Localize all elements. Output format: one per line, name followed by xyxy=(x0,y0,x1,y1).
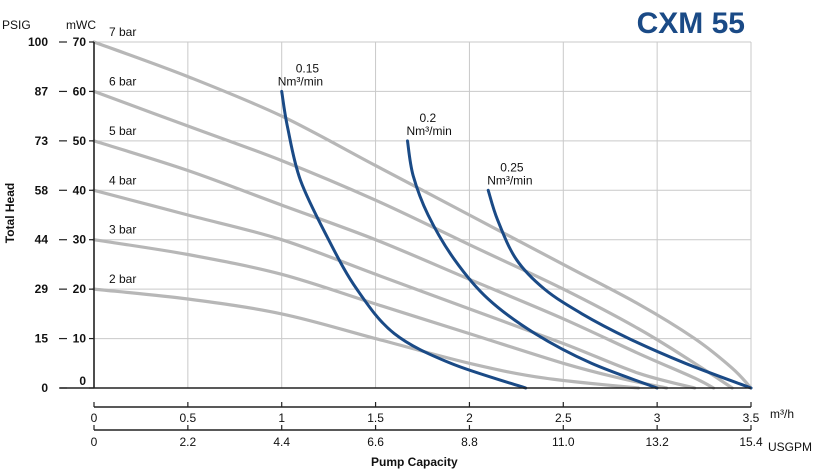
pressure-label: 6 bar xyxy=(109,74,136,88)
air-curve-0.25 xyxy=(486,188,753,390)
grid xyxy=(94,41,752,388)
x-tick-label-usgpm: 8.8 xyxy=(461,435,478,449)
axes xyxy=(59,41,752,431)
x-tick-label-usgpm: 13.2 xyxy=(645,435,669,449)
y-tick-label-psig: 100 xyxy=(28,35,48,49)
x-tick-label-m3h: 0 xyxy=(91,411,98,425)
x-tick-label-m3h: 0.5 xyxy=(180,411,197,425)
x-tick-label-usgpm: 0 xyxy=(91,435,98,449)
y-tick-label-psig: 15 xyxy=(35,332,49,346)
x-tick-label-usgpm: 2.2 xyxy=(180,435,197,449)
y-tick-label-psig: 44 xyxy=(35,233,49,247)
y-tick-label-mwc: 0 xyxy=(79,374,86,388)
air-label-unit: Nm³/min xyxy=(406,124,451,138)
y-axis-label: Total Head xyxy=(3,183,17,243)
y-tick-label-psig: 87 xyxy=(35,84,49,98)
y-tick-label-mwc: 30 xyxy=(73,233,87,247)
psig-unit-label: PSIG xyxy=(2,18,31,32)
x-tick-label-m3h: 3 xyxy=(654,411,661,425)
pressure-curve-7-bar xyxy=(92,40,753,390)
pressure-curve-3-bar xyxy=(92,238,669,390)
usgpm-unit-label: USGPM xyxy=(768,440,812,454)
air-label-value: 0.25 xyxy=(500,160,524,174)
air-curve-0.2 xyxy=(406,139,659,390)
air-consumption-curves xyxy=(280,89,753,390)
x-tick-label-usgpm: 15.4 xyxy=(739,435,763,449)
x-tick-label-usgpm: 4.4 xyxy=(273,435,290,449)
x-tick-label-m3h: 1 xyxy=(278,411,285,425)
air-label-unit: Nm³/min xyxy=(278,74,323,88)
air-curve-0.15 xyxy=(280,89,528,390)
y-tick-label-mwc: 10 xyxy=(73,332,87,346)
pressure-label: 5 bar xyxy=(109,124,136,138)
pressure-label: 2 bar xyxy=(109,272,136,286)
air-label-value: 0.2 xyxy=(419,111,436,125)
y-tick-label-psig: 0 xyxy=(41,381,48,395)
x-tick-label-usgpm: 6.6 xyxy=(367,435,384,449)
pressure-curves xyxy=(92,40,753,390)
y-tick-label-mwc: 60 xyxy=(73,84,87,98)
pressure-curve-5-bar xyxy=(92,139,716,390)
x-tick-label-m3h: 3.5 xyxy=(743,411,760,425)
x-axis-label: Pump Capacity xyxy=(371,455,458,469)
air-label-unit: Nm³/min xyxy=(487,173,532,187)
x-tick-label-m3h: 2 xyxy=(466,411,473,425)
pressure-curve-6-bar xyxy=(92,89,734,390)
x-tick-label-m3h: 2.5 xyxy=(555,411,572,425)
x-tick-label-usgpm: 11.0 xyxy=(552,435,575,449)
y-tick-label-mwc: 50 xyxy=(73,134,87,148)
mwc-unit-label: mWC xyxy=(66,18,96,32)
pressure-label: 3 bar xyxy=(109,223,136,237)
y-tick-label-psig: 58 xyxy=(35,183,49,197)
pressure-curve-4-bar xyxy=(92,188,697,390)
chart-title: CXM 55 xyxy=(637,7,745,40)
m3h-unit-label: m³/h xyxy=(770,407,794,421)
y-tick-label-mwc: 40 xyxy=(73,183,87,197)
pressure-curve-2-bar xyxy=(92,287,640,390)
y-tick-label-mwc: 20 xyxy=(73,282,87,296)
y-tick-label-psig: 73 xyxy=(35,134,49,148)
x-tick-label-m3h: 1.5 xyxy=(367,411,384,425)
y-tick-label-mwc: 70 xyxy=(73,35,87,49)
pressure-label: 4 bar xyxy=(109,173,136,187)
pressure-label: 7 bar xyxy=(109,25,136,39)
y-tick-label-psig: 29 xyxy=(35,282,49,296)
air-label-value: 0.15 xyxy=(296,61,320,75)
